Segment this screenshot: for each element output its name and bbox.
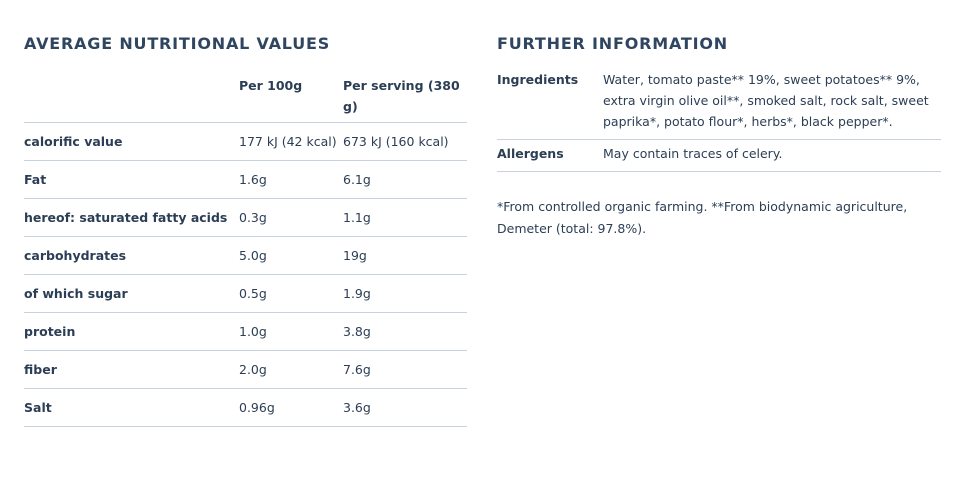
cell: 2.0g <box>239 350 343 389</box>
cell: 1.9g <box>343 274 467 313</box>
row: Ingredients Water, tomato paste** 19%, sw… <box>497 66 941 140</box>
cell: 3.6g <box>343 388 467 427</box>
further-table: Ingredients Water, tomato paste** 19%, sw… <box>497 66 941 172</box>
cell: hereof: saturated fatty acids <box>24 198 239 237</box>
cell: 0.96g <box>239 388 343 427</box>
cell: calorific value <box>24 122 239 161</box>
cell: 7.6g <box>343 350 467 389</box>
further-title: FURTHER INFORMATION <box>497 34 728 53</box>
header-cell: Per serving (380 g) <box>343 72 467 123</box>
nutrition-title: AVERAGE NUTRITIONAL VALUES <box>24 34 331 53</box>
cell: fiber <box>24 350 239 389</box>
cell: 673 kJ (160 kcal) <box>343 122 467 161</box>
row: protein 1.0g 3.8g <box>24 312 467 351</box>
cell: 1.0g <box>239 312 343 351</box>
row: fiber 2.0g 7.6g <box>24 350 467 389</box>
cell: 177 kJ (42 kcal) <box>239 122 343 161</box>
header-cell <box>24 72 239 123</box>
cell: Ingredients <box>497 66 603 140</box>
row: of which sugar 0.5g 1.9g <box>24 274 467 313</box>
cell: protein <box>24 312 239 351</box>
cell: Fat <box>24 160 239 199</box>
row: hereof: saturated fatty acids 0.3g 1.1g <box>24 198 467 237</box>
nutrition-table: Per 100g Per serving (380 g) calorific v… <box>24 72 467 427</box>
cell: 0.5g <box>239 274 343 313</box>
row: Allergens May contain traces of celery. <box>497 139 941 172</box>
cell: 0.3g <box>239 198 343 237</box>
row: calorific value 177 kJ (42 kcal) 673 kJ (1… <box>24 122 467 161</box>
cell: 1.6g <box>239 160 343 199</box>
cell: May contain traces of celery. <box>603 139 941 172</box>
header-cell: Per 100g <box>239 72 343 123</box>
cell: 19g <box>343 236 467 275</box>
cell: 3.8g <box>343 312 467 351</box>
row: Salt 0.96g 3.6g <box>24 388 467 427</box>
cell: 1.1g <box>343 198 467 237</box>
cell: Water, tomato paste** 19%, sweet potatoe… <box>603 66 941 140</box>
row: carbohydrates 5.0g 19g <box>24 236 467 275</box>
header-row: Per 100g Per serving (380 g) <box>24 72 467 123</box>
cell: carbohydrates <box>24 236 239 275</box>
cell: Salt <box>24 388 239 427</box>
cell: 5.0g <box>239 236 343 275</box>
footnote: *From controlled organic farming. **From… <box>497 199 908 236</box>
row: Fat 1.6g 6.1g <box>24 160 467 199</box>
cell: of which sugar <box>24 274 239 313</box>
cell: Allergens <box>497 139 603 172</box>
cell: 6.1g <box>343 160 467 199</box>
